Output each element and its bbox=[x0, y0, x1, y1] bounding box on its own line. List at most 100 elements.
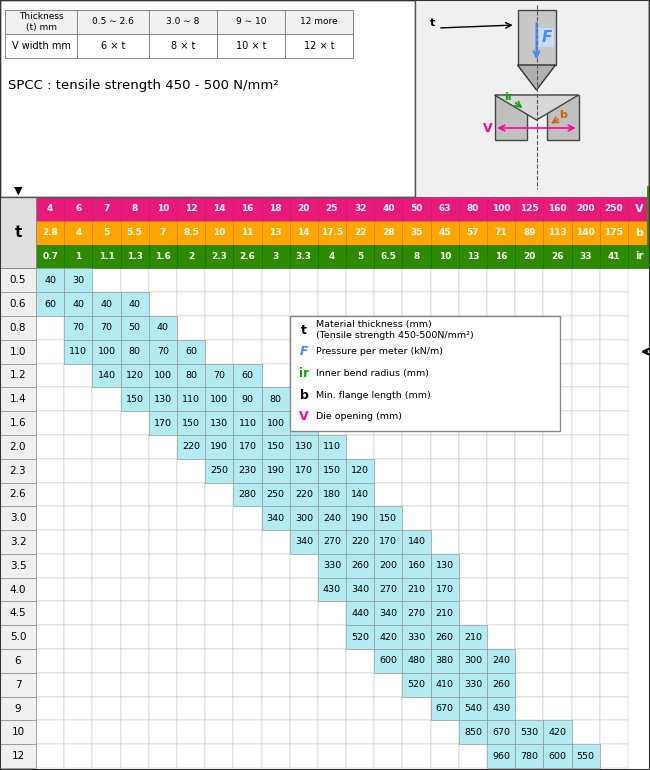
Bar bbox=[261, 197, 290, 221]
Bar bbox=[205, 245, 233, 269]
Bar bbox=[120, 673, 149, 697]
Bar bbox=[0, 292, 36, 316]
Bar bbox=[233, 530, 261, 554]
Text: 20: 20 bbox=[523, 252, 536, 261]
Bar bbox=[543, 697, 571, 721]
Bar bbox=[233, 340, 261, 363]
Bar bbox=[64, 197, 92, 221]
Bar bbox=[36, 649, 64, 673]
Bar bbox=[64, 601, 92, 625]
Bar bbox=[515, 221, 543, 245]
Bar bbox=[571, 316, 600, 340]
Bar bbox=[177, 507, 205, 530]
Text: 80: 80 bbox=[185, 371, 197, 380]
Bar bbox=[543, 459, 571, 483]
Bar bbox=[149, 245, 177, 269]
Bar bbox=[217, 10, 285, 34]
Bar bbox=[233, 625, 261, 649]
Bar bbox=[233, 269, 261, 292]
Bar bbox=[205, 697, 233, 721]
Bar bbox=[346, 625, 374, 649]
Bar bbox=[0, 411, 36, 435]
Bar bbox=[0, 625, 36, 649]
Bar bbox=[600, 578, 628, 601]
Text: V: V bbox=[299, 410, 309, 424]
Text: 110: 110 bbox=[70, 347, 87, 357]
Bar bbox=[64, 745, 92, 768]
Bar bbox=[233, 435, 261, 459]
Text: ir: ir bbox=[299, 367, 309, 380]
Bar bbox=[36, 625, 64, 649]
Bar bbox=[36, 601, 64, 625]
Text: 330: 330 bbox=[323, 561, 341, 571]
Bar bbox=[92, 363, 120, 387]
Bar bbox=[543, 197, 571, 221]
Bar bbox=[0, 363, 36, 387]
Bar bbox=[318, 340, 346, 363]
Text: 220: 220 bbox=[182, 442, 200, 451]
Bar bbox=[120, 578, 149, 601]
Bar bbox=[36, 221, 64, 245]
Bar bbox=[233, 316, 261, 340]
Bar bbox=[120, 387, 149, 411]
Text: 3.3: 3.3 bbox=[296, 252, 312, 261]
Text: 0.6: 0.6 bbox=[10, 299, 26, 309]
Bar bbox=[431, 745, 459, 768]
Bar bbox=[515, 697, 543, 721]
Bar bbox=[149, 10, 217, 34]
Bar bbox=[571, 292, 600, 316]
Bar bbox=[346, 601, 374, 625]
Bar bbox=[261, 363, 290, 387]
Bar bbox=[346, 483, 374, 507]
Bar bbox=[459, 316, 487, 340]
Bar bbox=[431, 245, 459, 269]
Bar bbox=[205, 387, 233, 411]
Bar bbox=[92, 578, 120, 601]
Bar bbox=[571, 269, 600, 292]
Bar bbox=[205, 578, 233, 601]
Bar bbox=[374, 411, 402, 435]
Text: 41: 41 bbox=[608, 252, 620, 261]
Bar bbox=[459, 340, 487, 363]
Bar bbox=[600, 340, 628, 363]
Bar bbox=[233, 483, 261, 507]
Bar bbox=[36, 530, 64, 554]
Bar bbox=[571, 554, 600, 578]
Text: 5.0: 5.0 bbox=[10, 632, 26, 642]
Text: 28: 28 bbox=[382, 228, 395, 237]
Bar bbox=[233, 745, 261, 768]
Bar bbox=[177, 459, 205, 483]
Text: 113: 113 bbox=[548, 228, 567, 237]
Bar bbox=[487, 363, 515, 387]
Text: 0.7: 0.7 bbox=[42, 252, 58, 261]
Bar bbox=[431, 530, 459, 554]
Text: 170: 170 bbox=[239, 442, 257, 451]
Bar bbox=[346, 459, 374, 483]
Bar bbox=[290, 649, 318, 673]
Bar bbox=[64, 340, 92, 363]
Text: 40: 40 bbox=[72, 300, 84, 309]
Text: Min. flange length (mm): Min. flange length (mm) bbox=[316, 390, 431, 400]
Bar bbox=[177, 269, 205, 292]
Text: 50: 50 bbox=[410, 204, 422, 213]
Bar bbox=[149, 601, 177, 625]
Bar bbox=[600, 721, 628, 745]
Bar bbox=[0, 721, 36, 745]
Text: 600: 600 bbox=[549, 752, 567, 761]
Bar bbox=[0, 745, 36, 768]
Text: 160: 160 bbox=[408, 561, 426, 571]
Bar bbox=[346, 507, 374, 530]
Bar bbox=[459, 197, 487, 221]
Bar bbox=[543, 411, 571, 435]
Bar bbox=[374, 721, 402, 745]
Text: 100: 100 bbox=[266, 419, 285, 427]
Bar bbox=[92, 245, 120, 269]
Bar bbox=[543, 245, 571, 269]
Text: 430: 430 bbox=[323, 585, 341, 594]
Bar bbox=[487, 411, 515, 435]
Bar bbox=[600, 459, 628, 483]
Bar bbox=[318, 745, 346, 768]
Bar bbox=[487, 697, 515, 721]
Bar bbox=[149, 554, 177, 578]
Text: 380: 380 bbox=[436, 657, 454, 665]
